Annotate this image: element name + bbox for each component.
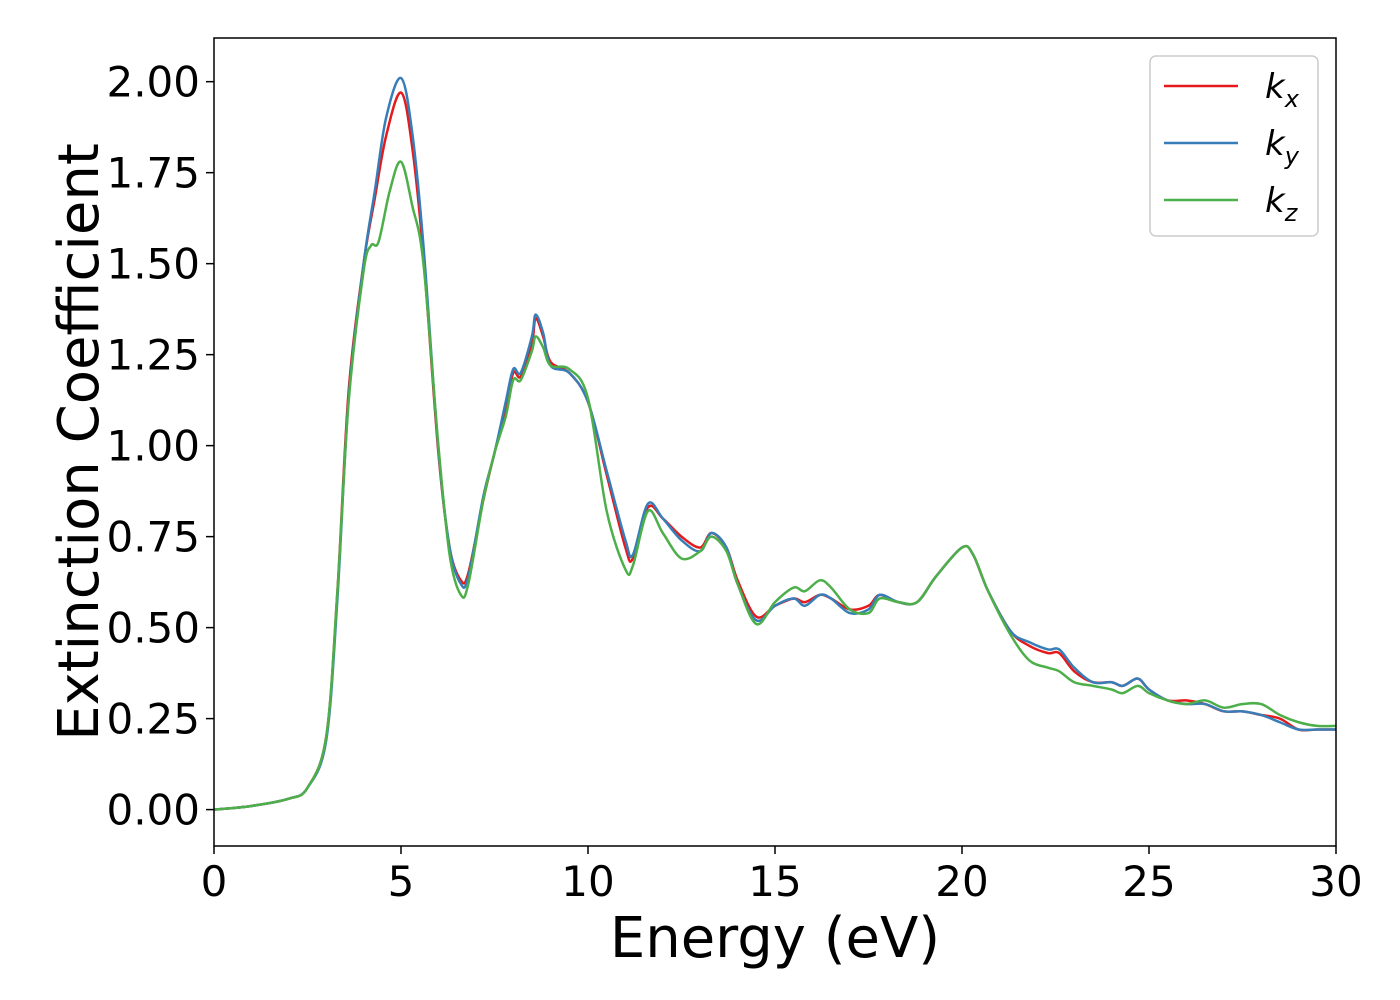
x-tick-label: 5 [388, 857, 415, 906]
y-tick-label: 0.25 [106, 695, 200, 744]
legend-label: kz [1265, 181, 1299, 227]
y-tick-label: 0.00 [106, 786, 200, 835]
legend-label-sub: x [1284, 85, 1300, 113]
x-tick-label: 25 [1122, 857, 1175, 906]
y-tick-label: 1.75 [106, 149, 200, 198]
y-axis-ticks: 0.00 0.25 0.50 0.75 1.00 1.25 1.50 1.75 2.00 [106, 58, 214, 835]
x-tick-label: 10 [561, 857, 614, 906]
legend-label-main: k [1265, 67, 1286, 107]
y-tick-label: 0.50 [106, 604, 200, 653]
y-tick-label: 1.00 [106, 422, 200, 471]
y-tick-label: 0.75 [106, 513, 200, 562]
legend-label-sub: z [1284, 199, 1299, 227]
legend-label: ky [1265, 124, 1300, 170]
x-tick-label: 0 [201, 857, 228, 906]
legend-label-sub: y [1284, 142, 1300, 170]
legend-label: kx [1265, 67, 1300, 113]
legend-label-main: k [1265, 181, 1286, 221]
x-axis-ticks: 0 5 10 15 20 25 30 [201, 846, 1363, 906]
x-tick-label: 15 [748, 857, 801, 906]
y-axis-title: Extinction Coefficient [47, 143, 112, 741]
x-tick-label: 20 [935, 857, 988, 906]
legend-box [1149, 55, 1319, 237]
legend-label-main: k [1265, 124, 1286, 164]
y-tick-label: 1.25 [106, 331, 200, 380]
y-tick-label: 2.00 [106, 58, 200, 107]
x-axis-title: Energy (eV) [610, 906, 940, 971]
plot-lines [214, 76, 1336, 811]
series-line-kz [214, 160, 1336, 811]
x-tick-label: 30 [1309, 857, 1362, 906]
y-tick-label: 1.50 [106, 240, 200, 289]
